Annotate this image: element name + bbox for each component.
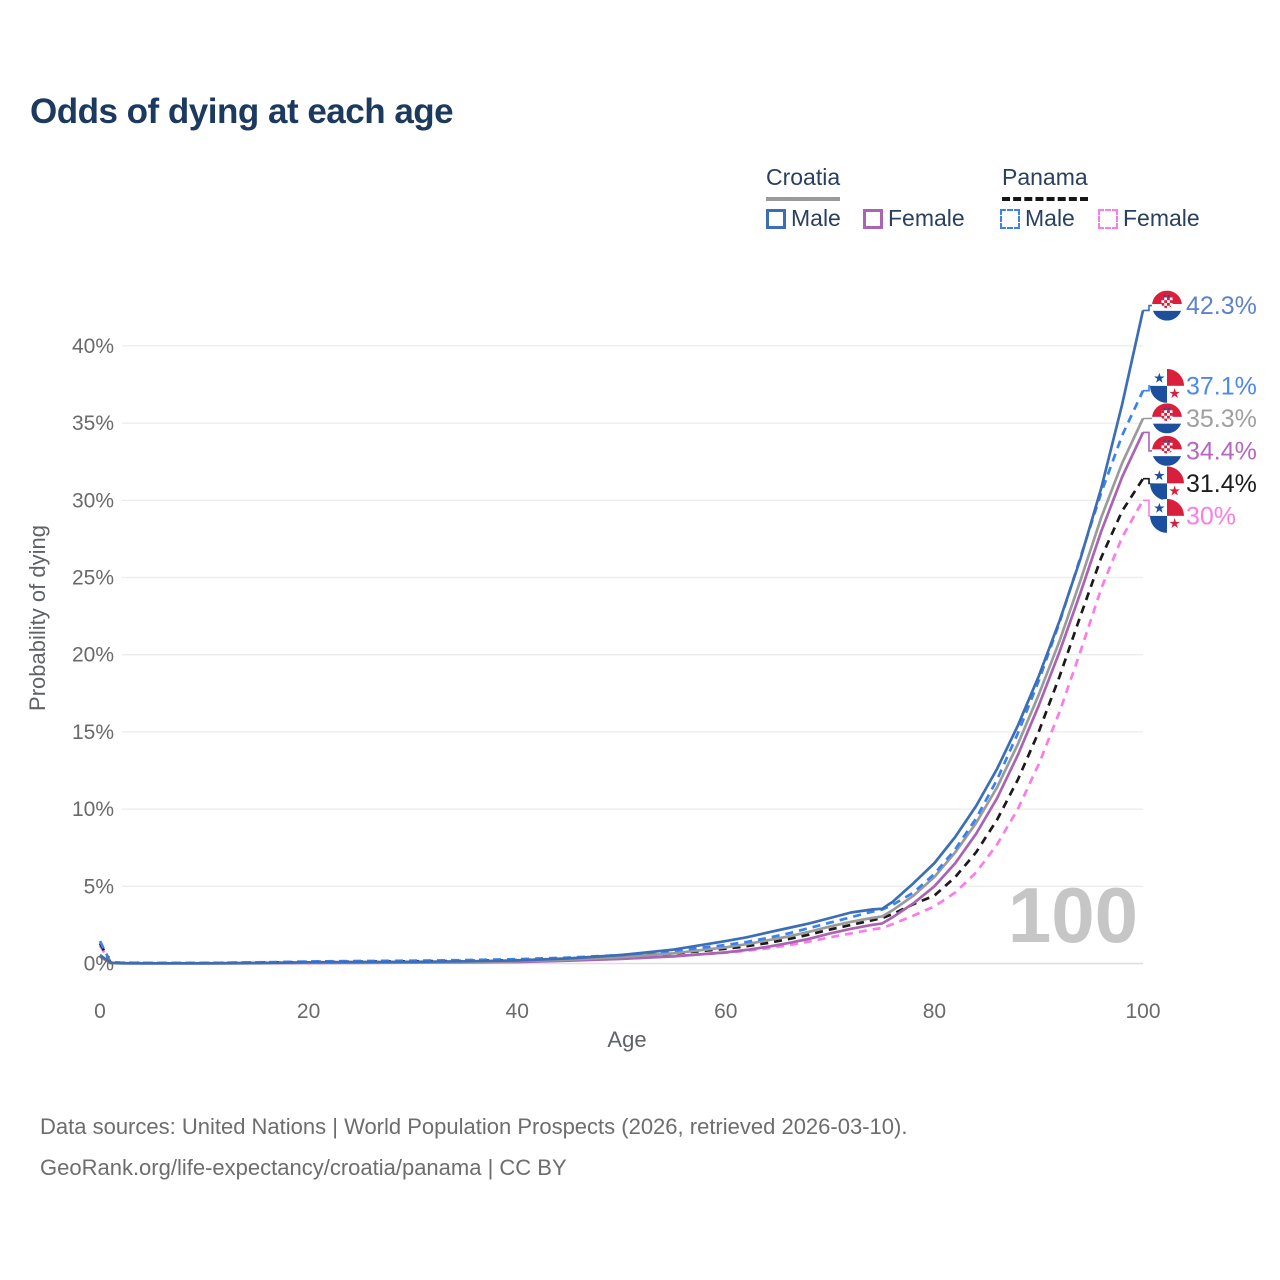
y-tick-label: 15% xyxy=(72,721,114,744)
legend-swatch-panama-female-icon xyxy=(1098,208,1118,229)
x-tick-label: 80 xyxy=(923,1000,946,1023)
x-axis-title: Age xyxy=(607,1027,646,1052)
y-tick-label: 35% xyxy=(72,412,114,435)
legend-item-panama-female[interactable]: Female xyxy=(1098,205,1200,232)
end-label-croatia-all[interactable]: 35.3% xyxy=(1143,403,1257,433)
series-line-panama-all[interactable] xyxy=(98,477,1145,965)
legend-swatch-panama-male-icon xyxy=(1000,208,1020,229)
end-label-connector xyxy=(1143,304,1154,312)
legend-item-croatia-male[interactable]: Male xyxy=(766,205,841,232)
panama-flag-icon xyxy=(1150,466,1184,500)
end-label-croatia-female[interactable]: 34.4% xyxy=(1143,431,1257,466)
legend-group-croatia[interactable]: Croatia xyxy=(766,164,841,201)
y-tick-label: 5% xyxy=(84,875,114,898)
end-labels-layer: 42.3% 37.1% 35.3% 34.4% 31.4% 30% xyxy=(1143,291,1257,533)
series-line-croatia-female[interactable] xyxy=(99,431,1145,965)
end-label-panama-female[interactable]: 30% xyxy=(1143,499,1236,533)
grid-layer xyxy=(122,345,1143,965)
end-label-croatia-male[interactable]: 42.3% xyxy=(1143,291,1257,321)
end-label-connector xyxy=(1143,431,1154,452)
x-tick-label: 0 xyxy=(94,1000,106,1023)
series-layer xyxy=(98,310,1145,965)
panama-flag-icon xyxy=(1150,499,1184,533)
end-label-value: 31.4% xyxy=(1186,470,1257,498)
legend-group-panama[interactable]: Panama xyxy=(1002,164,1088,201)
legend-item-croatia-female[interactable]: Female xyxy=(863,205,965,232)
legend-item-label: Female xyxy=(1123,205,1200,231)
panama-flag-icon xyxy=(1150,369,1184,403)
end-label-panama-male[interactable]: 37.1% xyxy=(1143,369,1257,403)
legend-item-panama-male[interactable]: Male xyxy=(1000,205,1075,232)
source-footer: Data sources: United Nations | World Pop… xyxy=(40,1106,907,1188)
x-tick-label: 40 xyxy=(506,1000,529,1023)
x-tick-label: 60 xyxy=(714,1000,737,1023)
y-tick-label: 0% xyxy=(84,953,114,976)
page-title: Odds of dying at each age xyxy=(30,92,454,131)
source-line-1: Data sources: United Nations | World Pop… xyxy=(40,1114,908,1139)
age-cursor-watermark: 100 xyxy=(1008,871,1138,959)
end-label-panama-all[interactable]: 31.4% xyxy=(1143,466,1257,500)
y-tick-label: 25% xyxy=(72,567,114,590)
croatia-flag-icon xyxy=(1152,436,1182,466)
x-tick-label: 100 xyxy=(1125,1000,1160,1023)
end-label-value: 37.1% xyxy=(1186,372,1257,400)
y-tick-label: 40% xyxy=(72,335,114,358)
end-label-value: 34.4% xyxy=(1186,437,1257,465)
series-line-panama-male[interactable] xyxy=(98,390,1145,965)
source-line-2: GeoRank.org/life-expectancy/croatia/pana… xyxy=(40,1155,567,1180)
croatia-flag-icon xyxy=(1152,291,1182,321)
y-tick-label: 30% xyxy=(72,489,114,512)
croatia-flag-icon xyxy=(1152,403,1182,433)
legend-item-label: Male xyxy=(1025,205,1075,231)
legend-item-label: Female xyxy=(888,205,965,231)
y-axis-title: Probability of dying xyxy=(25,525,50,711)
end-label-value: 35.3% xyxy=(1186,405,1257,433)
ticks-layer: 0% 5% 10% 15% 20% 25% 30% 35% 40% 0 20 40 60 80 100 xyxy=(72,335,1161,1023)
x-tick-label: 20 xyxy=(297,1000,320,1023)
series-line-croatia-male[interactable] xyxy=(99,310,1145,965)
legend-swatch-croatia-male-icon xyxy=(766,208,786,229)
y-tick-label: 10% xyxy=(72,798,114,821)
legend-item-label: Male xyxy=(791,205,841,231)
legend-swatch-croatia-female-icon xyxy=(863,208,883,229)
y-tick-label: 20% xyxy=(72,644,114,667)
end-label-value: 30% xyxy=(1186,502,1236,530)
end-label-value: 42.3% xyxy=(1186,292,1257,320)
